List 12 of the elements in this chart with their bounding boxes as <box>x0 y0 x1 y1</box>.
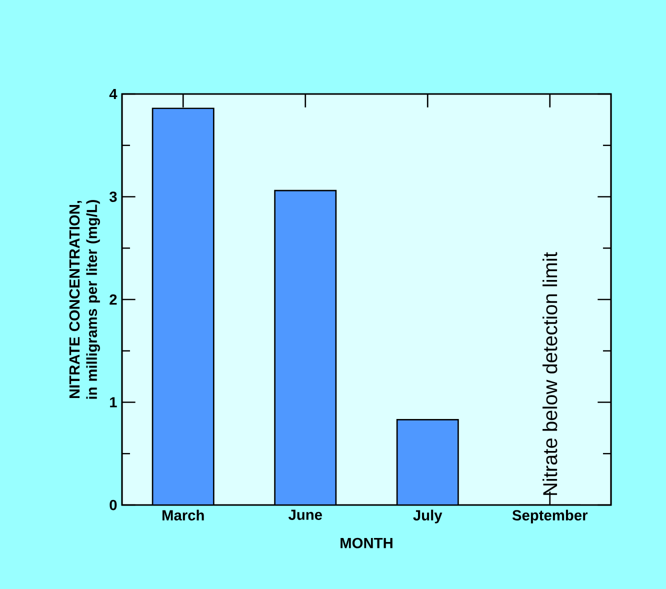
annotation: Nitrate below detection limit <box>542 252 558 495</box>
y-tick-label: 2 <box>110 294 117 305</box>
y-tick-label: 4 <box>109 88 118 100</box>
x-tick-label: March <box>162 510 204 520</box>
x-tick-label: June <box>288 510 322 520</box>
x-tick-label: July <box>413 510 442 524</box>
y-tick-label: 1 <box>110 397 117 408</box>
x-axis-title: MONTH <box>340 538 392 548</box>
y-tick-label: 0 <box>110 500 117 510</box>
y-axis-title: NITRATE CONCENTRATION, in milligrams per liter (mg/L) <box>69 200 100 399</box>
x-tick-label: September <box>512 510 588 524</box>
y-tick-label: 3 <box>109 192 117 202</box>
